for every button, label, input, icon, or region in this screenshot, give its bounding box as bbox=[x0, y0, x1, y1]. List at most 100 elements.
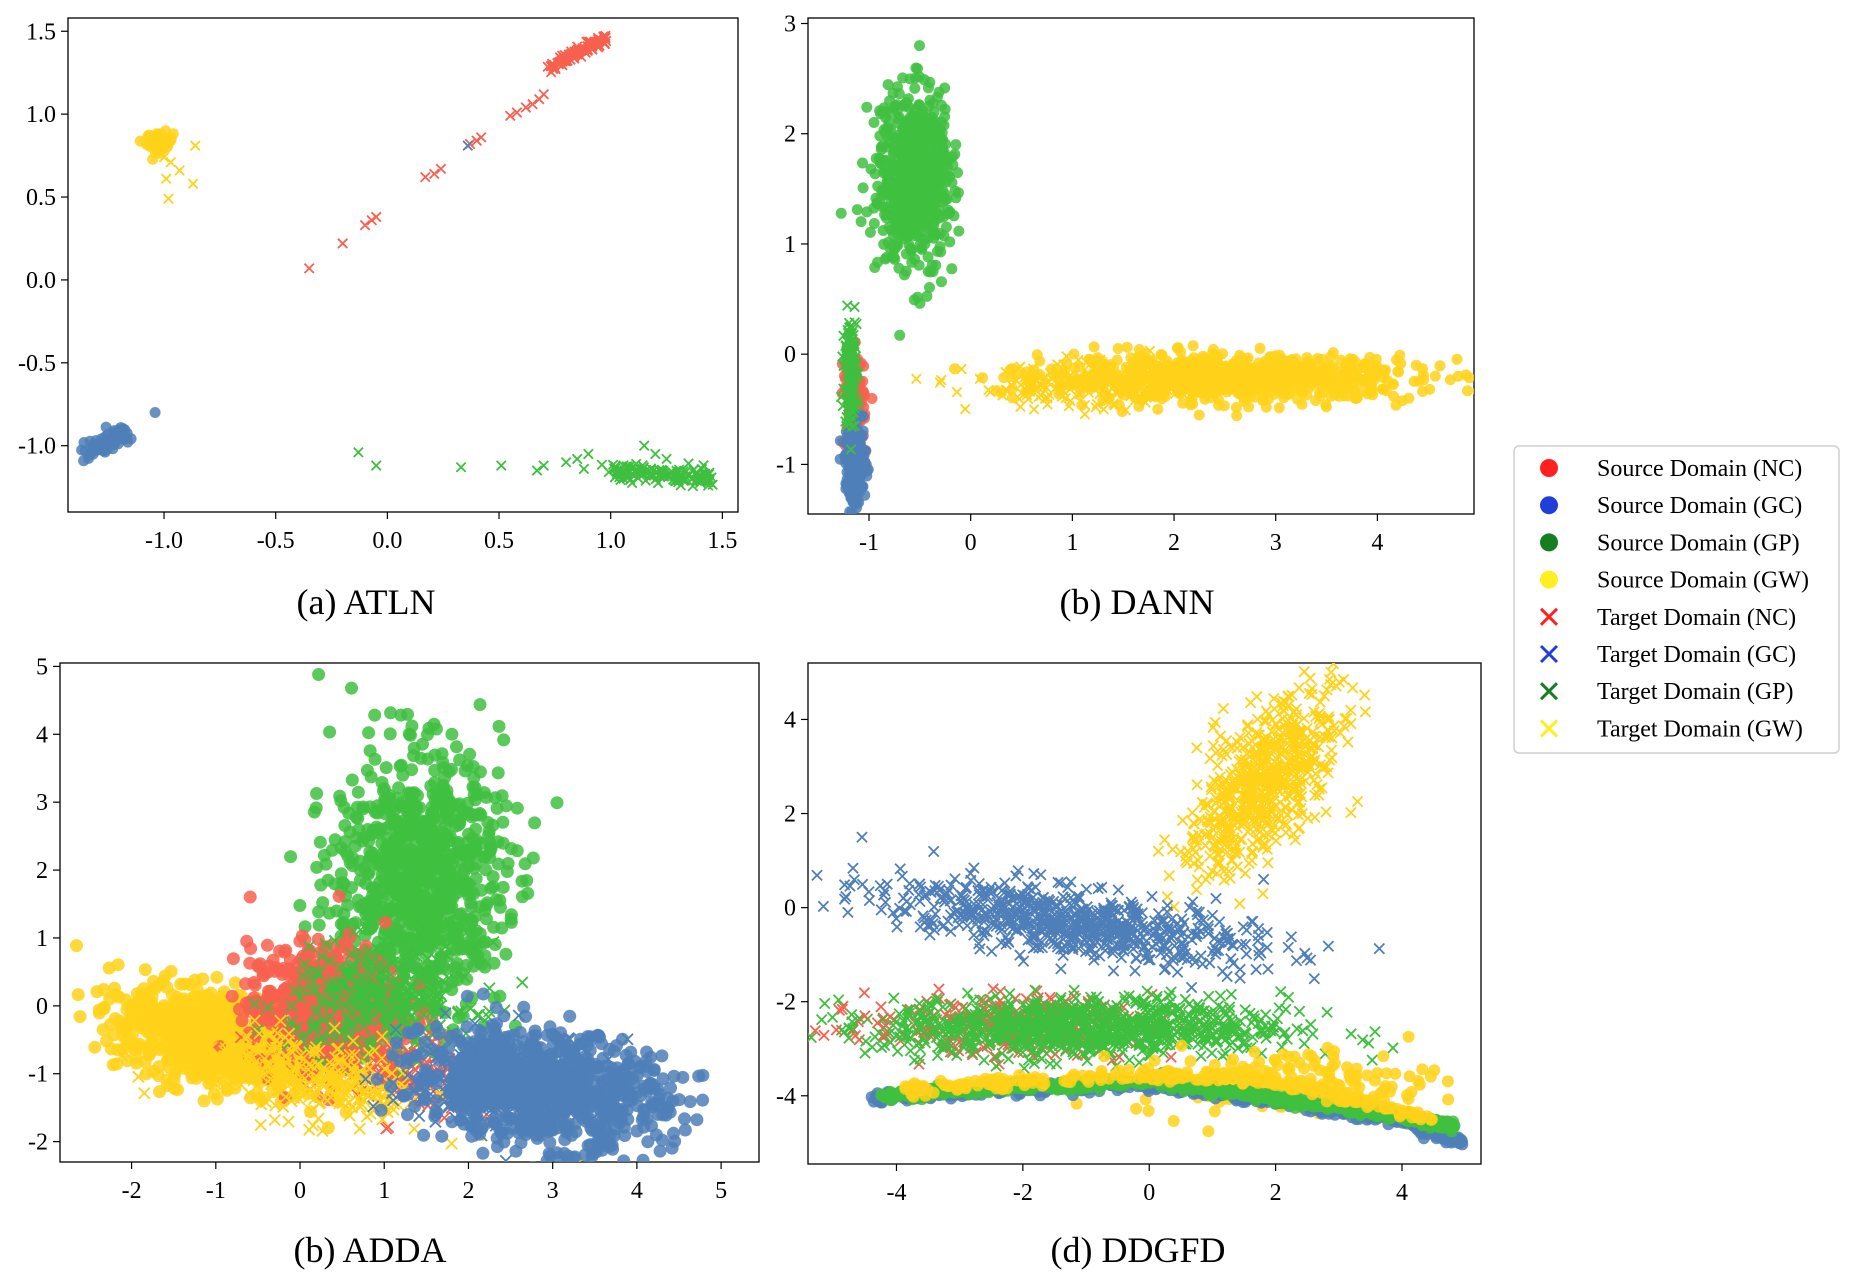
y-tick-label: -2 bbox=[28, 1130, 48, 1156]
nc-target-point bbox=[538, 88, 550, 100]
gp-source-point bbox=[416, 737, 429, 751]
gp-source-point bbox=[431, 848, 445, 861]
gw-source-point bbox=[1284, 371, 1296, 383]
gp-source-point bbox=[413, 906, 427, 919]
gp-source-point bbox=[463, 912, 476, 926]
gp-source-point bbox=[479, 790, 493, 804]
nc-target-point bbox=[594, 40, 605, 51]
gp-target-point bbox=[846, 404, 858, 415]
gp-source-point bbox=[450, 740, 463, 754]
gw-target-point bbox=[1091, 398, 1103, 410]
nc-source-point bbox=[260, 938, 274, 952]
gp-target-point bbox=[845, 401, 857, 413]
gp-source-point bbox=[861, 206, 873, 218]
x-tick-label: -1 bbox=[859, 530, 879, 556]
gw-source-point bbox=[1364, 366, 1376, 378]
gw-target-point bbox=[1098, 403, 1109, 415]
x-tick-label: 0.5 bbox=[484, 528, 514, 554]
gw-target-point bbox=[959, 403, 971, 415]
gw-target-point bbox=[1144, 365, 1156, 376]
gw-target-point bbox=[911, 373, 922, 385]
gw-target-point bbox=[1057, 385, 1068, 397]
gp-source-point bbox=[366, 918, 380, 932]
gp-source-point bbox=[528, 816, 542, 830]
gp-source-point bbox=[869, 262, 881, 273]
gp-source-point bbox=[881, 122, 893, 134]
y-tick-label: 0 bbox=[784, 342, 796, 368]
gw-target-point bbox=[1276, 378, 1288, 389]
gp-source-point bbox=[284, 850, 298, 864]
gc-source-point bbox=[149, 407, 161, 418]
gw-target-point bbox=[1073, 354, 1084, 366]
gp-source-point bbox=[338, 835, 352, 849]
gp-source-point bbox=[375, 776, 389, 789]
gw-target-point bbox=[1105, 372, 1117, 383]
gp-source-point bbox=[879, 201, 891, 213]
y-tick-label: 2 bbox=[36, 858, 48, 884]
gp-source-point bbox=[915, 169, 927, 181]
gw-source-point bbox=[138, 963, 152, 977]
gw-target-point bbox=[951, 386, 963, 398]
nc-target-point bbox=[511, 107, 523, 118]
gp-source-point bbox=[870, 192, 882, 204]
gc-source-point bbox=[847, 465, 859, 477]
gw-target-point bbox=[1178, 390, 1190, 401]
gp-source-point bbox=[916, 210, 928, 222]
gp-source-point bbox=[857, 182, 869, 194]
gp-source-point bbox=[499, 799, 513, 813]
plot-frame bbox=[67, 17, 739, 513]
nc-target-point bbox=[582, 40, 593, 52]
gp-target-point bbox=[850, 360, 862, 371]
gw-target-point bbox=[1061, 350, 1072, 362]
plot-frame bbox=[59, 662, 760, 1163]
gw-source-point bbox=[1434, 360, 1446, 372]
gw-target-point bbox=[1187, 380, 1199, 391]
gw-source-point bbox=[1316, 365, 1328, 377]
gw-source-point bbox=[1375, 364, 1387, 376]
gp-source-point bbox=[882, 188, 894, 200]
gp-source-point bbox=[926, 185, 938, 197]
gp-source-point bbox=[379, 761, 393, 775]
gw-target-point bbox=[1014, 393, 1025, 405]
gp-source-point bbox=[392, 781, 406, 795]
nc-target-point bbox=[571, 41, 583, 52]
x-tick-label: -1 bbox=[206, 1178, 226, 1204]
panel-title: (b) DANN bbox=[1060, 582, 1215, 622]
gw-source-point bbox=[1230, 402, 1242, 413]
gw-target-point bbox=[163, 193, 174, 205]
gw-target-point bbox=[1000, 366, 1011, 378]
gw-source-point bbox=[1310, 395, 1322, 406]
gp-target-point bbox=[612, 467, 623, 479]
gw-source-point bbox=[92, 1003, 106, 1017]
gc-source-point bbox=[79, 445, 91, 457]
gw-source-point bbox=[1393, 366, 1404, 378]
x-tick-label: 2 bbox=[1168, 530, 1180, 556]
gw-source-point bbox=[1408, 375, 1420, 387]
y-tick-label: 1 bbox=[36, 926, 48, 952]
gp-source-point bbox=[909, 146, 921, 158]
gp-source-point bbox=[432, 796, 445, 810]
gw-source-point bbox=[143, 1047, 157, 1061]
gw-source-point bbox=[1317, 387, 1329, 398]
gp-target-point bbox=[848, 375, 860, 386]
gw-target-point bbox=[1167, 382, 1178, 394]
scatter-marks bbox=[76, 30, 718, 492]
gw-target-point bbox=[1150, 390, 1162, 402]
gp-target-point bbox=[583, 448, 594, 460]
gw-target-point bbox=[1121, 363, 1133, 374]
gw-source-point bbox=[1273, 402, 1285, 414]
gw-source-point bbox=[111, 958, 125, 972]
gw-source-point bbox=[1238, 392, 1250, 404]
gc-source-point bbox=[853, 432, 865, 443]
gw-target-point bbox=[174, 165, 185, 176]
gp-source-point bbox=[949, 185, 961, 197]
gw-source-point bbox=[1112, 343, 1124, 354]
gw-target-point bbox=[1144, 345, 1156, 357]
gp-source-point bbox=[938, 148, 950, 160]
gp-source-point bbox=[922, 251, 934, 263]
gp-source-point bbox=[383, 727, 397, 741]
gp-source-point bbox=[436, 878, 450, 891]
gp-source-point bbox=[914, 40, 925, 52]
